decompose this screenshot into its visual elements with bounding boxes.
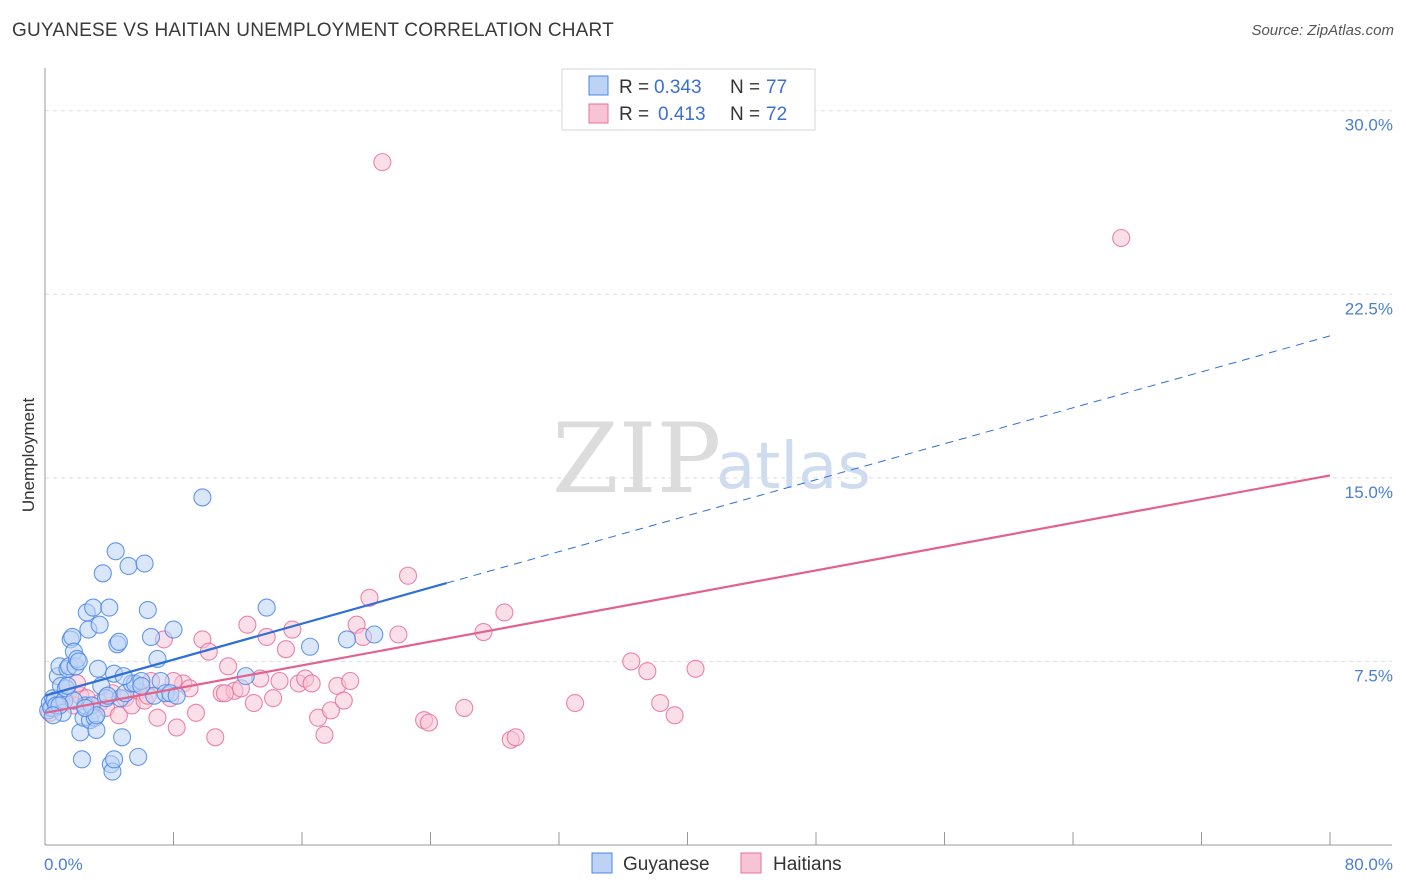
guyanese-point-61: [193, 488, 212, 507]
x-tick-label-max: 80.0%: [1345, 855, 1393, 874]
legend-swatch-guyanese: [588, 75, 609, 96]
haitians-point-31: [238, 615, 257, 634]
guyanese-point-44: [113, 728, 132, 747]
haitians-point-37: [276, 640, 295, 659]
haitians-point-17: [148, 708, 167, 727]
haitians-point-66: [686, 659, 705, 678]
haitians-point-58: [495, 603, 514, 622]
haitians-trend-line: [44, 474, 1331, 714]
bottom-legend-label-guyanese: Guyanese: [623, 854, 710, 875]
guyanese-point-60: [167, 686, 186, 705]
guyanese-point-65: [337, 630, 357, 649]
haitians-point-44: [321, 701, 340, 720]
guyanese-point-21: [72, 750, 91, 769]
haitians-point-43: [315, 725, 334, 744]
haitians-point-61: [566, 693, 585, 713]
y-tick-label-1: 15.0%: [1345, 483, 1393, 502]
guyanese-point-51: [135, 554, 154, 573]
haitians-point-67: [1112, 228, 1131, 248]
guyanese-point-53: [141, 627, 161, 647]
haitians-point-35: [264, 689, 283, 708]
haitians-point-62: [622, 652, 641, 671]
bottom-legend-label-haitians: Haitians: [773, 854, 842, 875]
y-tick-label-0: 7.5%: [1354, 666, 1393, 685]
legend-n-label-haitians: N =: [730, 104, 760, 125]
x-tick-labels: 0.0% 80.0%: [44, 855, 1393, 874]
legend-r-value-haitians: 0.413: [658, 104, 706, 125]
haitians-point-36: [270, 671, 289, 691]
legend-n-label-guyanese: N =: [730, 77, 760, 98]
haitians-point-64: [651, 693, 670, 713]
haitians-point-32: [244, 693, 263, 713]
legend-r-label-guyanese: R =: [619, 77, 649, 98]
y-axis-label: Unemployment: [19, 398, 38, 513]
grid-lines: [45, 110, 1392, 662]
haitians-point-28: [219, 657, 238, 676]
haitians-point-53: [398, 566, 418, 585]
guyanese-point-42: [109, 632, 128, 651]
haitians-point-65: [665, 706, 684, 725]
legend-n-value-guyanese: 77: [766, 77, 787, 98]
guyanese-point-40: [106, 542, 125, 561]
guyanese-point-64: [300, 637, 320, 656]
haitians-point-47: [341, 671, 360, 691]
legend-n-value-haitians: 72: [766, 104, 787, 125]
guyanese-trend-line: [44, 582, 447, 697]
y-tick-label-2: 22.5%: [1345, 299, 1393, 318]
haitians-point-60: [506, 728, 525, 747]
legend-swatch-haitians: [588, 103, 609, 124]
top-legend: R = 0.343 N = 77 R = 0.413 N = 72: [561, 68, 816, 131]
watermark: ZIP atlas: [552, 403, 871, 515]
guyanese-point-49: [129, 747, 148, 766]
source-credit: Source: ZipAtlas.com: [1251, 22, 1394, 39]
guyanese-point-72: [132, 676, 151, 695]
bottom-legend-swatch-haitians: [740, 852, 762, 874]
haitians-point-41: [302, 674, 321, 693]
haitians-point-55: [419, 713, 438, 732]
watermark-zip: ZIP: [552, 403, 721, 515]
guyanese-point-66: [365, 625, 384, 644]
legend-r-value-guyanese: 0.343: [654, 77, 702, 98]
guyanese-point-67: [105, 750, 124, 769]
y-tick-labels: 7.5% 15.0% 22.5% 30.0%: [1345, 116, 1393, 686]
guyanese-point-52: [138, 600, 157, 620]
x-tick-label-min: 0.0%: [44, 855, 83, 874]
watermark-atlas: atlas: [716, 430, 871, 504]
haitians-point-70: [215, 684, 234, 703]
guyanese-point-31: [88, 659, 108, 678]
trend-lines: [44, 335, 1331, 714]
guyanese-point-19: [69, 652, 88, 671]
guyanese-point-32: [90, 615, 109, 634]
legend-r-label-haitians: R =: [619, 104, 649, 125]
guyanese-point-59: [164, 620, 183, 639]
haitians-point-51: [373, 153, 392, 172]
haitians-point-26: [206, 728, 225, 747]
haitians-point-50: [360, 588, 379, 607]
haitians-point-46: [334, 691, 353, 710]
guyanese-point-36: [100, 598, 119, 617]
haitians-point-23: [186, 703, 206, 722]
guyanese-point-46: [119, 556, 138, 576]
haitians-point-52: [389, 625, 408, 644]
guyanese-point-71: [76, 698, 95, 717]
bottom-legend: Guyanese Haitians: [591, 852, 842, 875]
haitians-point-20: [167, 718, 186, 737]
haitians-point-56: [455, 698, 474, 717]
guyanese-point-28: [84, 598, 103, 617]
haitians-point-63: [638, 662, 657, 681]
chart-title: GUYANESE VS HAITIAN UNEMPLOYMENT CORRELA…: [12, 20, 614, 41]
y-tick-label-3: 30.0%: [1345, 116, 1393, 135]
guyanese-point-34: [93, 564, 112, 583]
guyanese-point-63: [257, 598, 276, 617]
bottom-legend-swatch-guyanese: [591, 852, 613, 874]
